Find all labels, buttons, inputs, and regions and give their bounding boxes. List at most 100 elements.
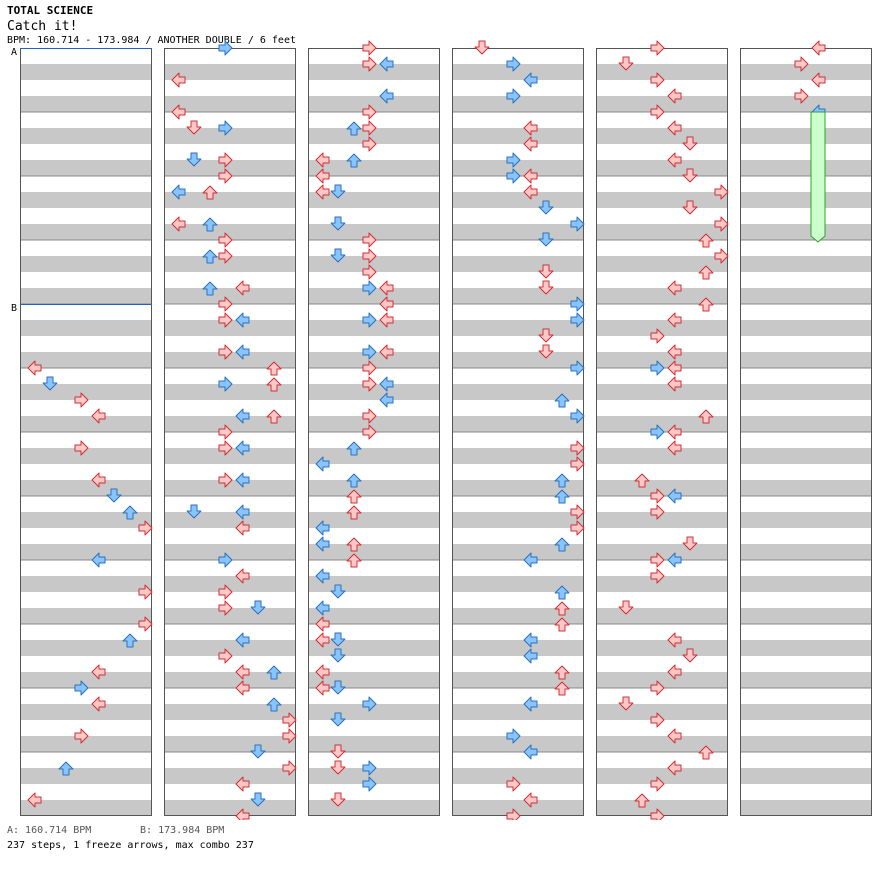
blue-step-arrow bbox=[523, 648, 538, 664]
blue-step-arrow bbox=[330, 632, 346, 647]
beat-stripe bbox=[740, 160, 872, 176]
beat-stripe bbox=[164, 608, 296, 624]
red-step-arrow bbox=[650, 104, 665, 120]
beat-stripe bbox=[740, 768, 872, 784]
bpm-legend-b: B: 173.984 BPM bbox=[140, 825, 225, 836]
blue-step-arrow bbox=[506, 168, 521, 184]
beat-stripe bbox=[740, 640, 872, 656]
blue-step-arrow bbox=[570, 360, 585, 376]
blue-step-arrow bbox=[554, 473, 570, 488]
beat-stripe bbox=[164, 704, 296, 720]
blue-step-arrow bbox=[74, 680, 89, 696]
beat-stripe bbox=[20, 288, 152, 304]
beat-stripe bbox=[164, 640, 296, 656]
blue-step-arrow bbox=[346, 153, 362, 168]
chart-column bbox=[20, 48, 152, 816]
beat-stripe bbox=[308, 384, 440, 400]
beat-stripe bbox=[20, 608, 152, 624]
blue-step-arrow bbox=[554, 393, 570, 408]
beat-stripe bbox=[164, 128, 296, 144]
red-step-arrow bbox=[218, 232, 233, 248]
blue-step-arrow bbox=[315, 456, 330, 472]
beat-stripe bbox=[308, 416, 440, 432]
beat-stripe bbox=[452, 704, 584, 720]
beat-stripe bbox=[20, 544, 152, 560]
red-step-arrow bbox=[362, 248, 377, 264]
blue-step-arrow bbox=[330, 712, 346, 727]
blue-step-arrow bbox=[315, 536, 330, 552]
red-step-arrow bbox=[218, 600, 233, 616]
red-step-arrow bbox=[282, 712, 297, 728]
red-step-arrow bbox=[218, 648, 233, 664]
blue-step-arrow bbox=[379, 88, 394, 104]
red-step-arrow bbox=[650, 568, 665, 584]
red-step-arrow bbox=[218, 344, 233, 360]
beat-stripe bbox=[596, 64, 728, 80]
red-step-arrow bbox=[362, 424, 377, 440]
red-step-arrow bbox=[667, 424, 682, 440]
red-step-arrow bbox=[266, 409, 282, 424]
red-step-arrow bbox=[235, 664, 250, 680]
red-step-arrow bbox=[538, 280, 554, 295]
blue-step-arrow bbox=[570, 408, 585, 424]
blue-step-arrow bbox=[122, 505, 138, 520]
beat-stripe bbox=[308, 480, 440, 496]
red-step-arrow bbox=[618, 696, 634, 711]
beat-stripe bbox=[308, 608, 440, 624]
red-step-arrow bbox=[138, 584, 153, 600]
beat-stripe bbox=[452, 544, 584, 560]
red-step-arrow bbox=[218, 152, 233, 168]
beat-stripe bbox=[164, 352, 296, 368]
red-step-arrow bbox=[91, 664, 106, 680]
beat-stripe bbox=[740, 576, 872, 592]
beat-stripe bbox=[20, 704, 152, 720]
red-step-arrow bbox=[667, 120, 682, 136]
red-step-arrow bbox=[523, 792, 538, 808]
blue-step-arrow bbox=[650, 360, 665, 376]
blue-step-arrow bbox=[186, 152, 202, 167]
chart-column bbox=[164, 48, 296, 816]
red-step-arrow bbox=[682, 136, 698, 151]
red-step-arrow bbox=[315, 664, 330, 680]
beat-stripe bbox=[596, 352, 728, 368]
blue-step-arrow bbox=[186, 504, 202, 519]
red-step-arrow bbox=[202, 185, 218, 200]
beat-stripe bbox=[596, 256, 728, 272]
beat-stripe bbox=[452, 384, 584, 400]
red-step-arrow bbox=[362, 264, 377, 280]
blue-step-arrow bbox=[330, 680, 346, 695]
red-step-arrow bbox=[714, 184, 729, 200]
beat-stripe bbox=[308, 768, 440, 784]
blue-step-arrow bbox=[379, 392, 394, 408]
red-step-arrow bbox=[667, 664, 682, 680]
blue-step-arrow bbox=[570, 312, 585, 328]
blue-step-arrow bbox=[218, 40, 233, 56]
red-step-arrow bbox=[811, 40, 826, 56]
red-step-arrow bbox=[682, 536, 698, 551]
beat-stripe bbox=[20, 256, 152, 272]
red-step-arrow bbox=[330, 792, 346, 807]
beat-stripe bbox=[596, 576, 728, 592]
blue-step-arrow bbox=[379, 376, 394, 392]
blue-step-arrow bbox=[667, 552, 682, 568]
beat-stripe bbox=[740, 416, 872, 432]
red-step-arrow bbox=[315, 184, 330, 200]
blue-step-arrow bbox=[266, 665, 282, 680]
red-step-arrow bbox=[698, 745, 714, 760]
beat-stripe bbox=[740, 96, 872, 112]
beat-stripe bbox=[740, 512, 872, 528]
blue-step-arrow bbox=[506, 728, 521, 744]
chart-column bbox=[596, 48, 728, 816]
beat-stripe bbox=[596, 768, 728, 784]
blue-step-arrow bbox=[362, 312, 377, 328]
beat-stripe bbox=[452, 768, 584, 784]
bpm-legend: A: 160.714 BPM B: 173.984 BPM bbox=[7, 825, 224, 836]
freeze-arrow bbox=[810, 111, 826, 243]
blue-step-arrow bbox=[250, 600, 266, 615]
beat-stripe bbox=[452, 448, 584, 464]
beat-stripe bbox=[740, 608, 872, 624]
red-step-arrow bbox=[74, 440, 89, 456]
blue-step-arrow bbox=[362, 344, 377, 360]
beat-stripe bbox=[596, 704, 728, 720]
blue-step-arrow bbox=[538, 200, 554, 215]
